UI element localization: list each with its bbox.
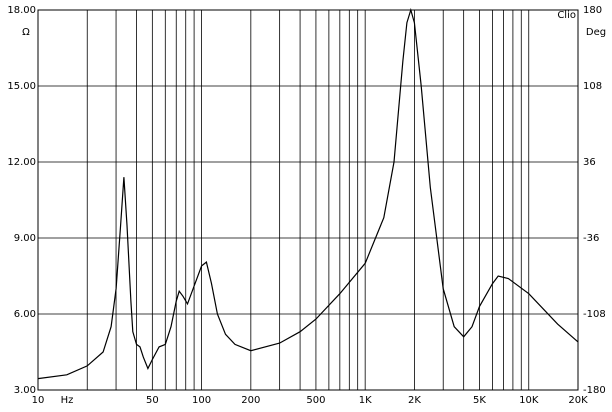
y2-tick-label: 180 [583,5,602,16]
brand: Clio [557,10,576,21]
x-tick-label: 100 [192,395,211,406]
impedance-line [37,7,579,380]
plot-frame [37,9,579,391]
x-unit: Hz [61,395,74,406]
y-tick-label: 3.00 [14,385,36,396]
x-tick-label: 500 [306,395,325,406]
y-tick-label: 9.00 [14,233,36,244]
y-tick-label: 6.00 [14,309,36,320]
y2-tick-label: -108 [583,309,606,320]
y2-tick-label: -180 [583,385,606,396]
x-tick-label: 2K [408,395,421,406]
x-tick-label: 10K [519,395,539,406]
y-tick-label: 18.00 [7,5,36,16]
y2-tick-label: 108 [583,81,602,92]
y2-unit: Deg [586,27,606,38]
y-tick-label: 15.00 [7,81,36,92]
x-tick-label: 50 [146,395,159,406]
x-tick-label: 1K [359,395,372,406]
y-tick-label: 12.00 [7,157,36,168]
y-unit: Ω [22,27,30,38]
y2-tick-label: -36 [583,233,599,244]
x-tick-label: 10 [32,395,45,406]
x-tick-label: 20K [568,395,588,406]
y2-tick-label: 36 [583,157,596,168]
x-tick-label: 200 [241,395,260,406]
x-tick-label: 5K [473,395,486,406]
